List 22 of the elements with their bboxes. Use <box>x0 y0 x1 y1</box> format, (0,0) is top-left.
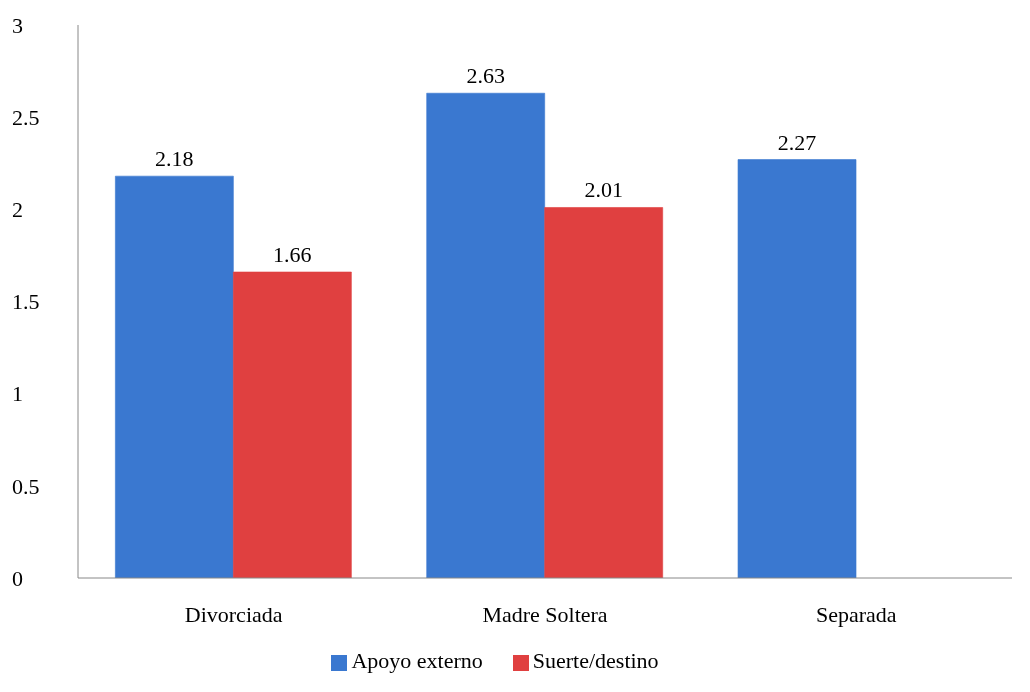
y-tick-label: 1 <box>12 381 23 407</box>
bar <box>426 92 546 578</box>
y-tick-label: 1.5 <box>12 289 40 315</box>
bar <box>544 206 664 578</box>
data-label: 2.18 <box>155 146 194 172</box>
y-tick-label: 0 <box>12 565 23 591</box>
y-tick-label: 3 <box>12 12 23 38</box>
bar <box>114 175 234 578</box>
data-label: 2.27 <box>777 129 817 155</box>
x-tick-label: Separada <box>816 601 897 627</box>
data-label: 1.66 <box>273 242 312 268</box>
legend-label: Suerte/destino <box>532 648 659 673</box>
x-tick-label: Madre Soltera <box>482 601 608 627</box>
x-tick-label: Divorciada <box>184 601 283 627</box>
bar <box>737 159 857 578</box>
bar <box>232 271 352 578</box>
y-tick-label: 2 <box>12 197 23 223</box>
data-label: 2.01 <box>584 177 623 203</box>
y-tick-label: 2.5 <box>12 104 40 130</box>
y-tick-label: 0.5 <box>12 473 40 499</box>
data-label: 2.63 <box>466 63 505 89</box>
legend-label: Apoyo externo <box>351 648 483 673</box>
